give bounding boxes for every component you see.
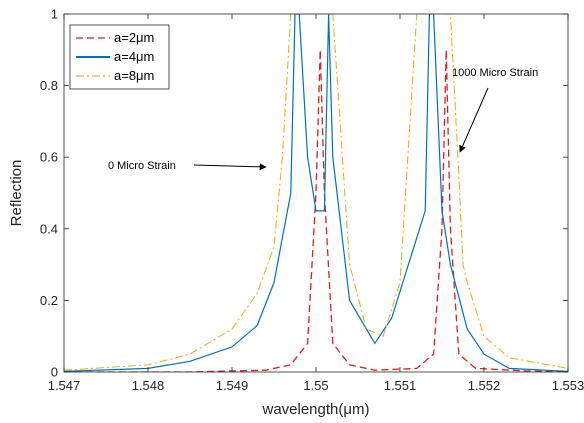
x-tick-label: 1.548 (132, 378, 165, 393)
y-tick-label: 1 (51, 7, 58, 22)
x-axis-title: wavelength(μm) (261, 401, 369, 418)
annotation-arrow (459, 87, 489, 153)
legend: a=2μm a=4μm a=8μm (69, 24, 170, 90)
series-line (64, 14, 568, 371)
y-axis-title: Reflection (8, 160, 25, 227)
x-tick-label: 1.549 (216, 378, 249, 393)
legend-label: a=4μm (114, 49, 154, 64)
y-tick-label: 0 (51, 365, 58, 380)
y-tick-label: 0.6 (40, 150, 58, 165)
annotations-layer: 0 Micro Strain 1000 Micro Strain (108, 67, 538, 172)
series-line (64, 14, 568, 372)
x-tick-label: 1.547 (48, 378, 81, 393)
legend-label: a=8μm (114, 68, 154, 83)
series-layer (64, 14, 568, 372)
x-tick-label: 1.551 (384, 378, 417, 393)
x-tick-label: 1.552 (468, 378, 501, 393)
y-tick-label: 0.4 (40, 221, 58, 236)
series-line (64, 49, 568, 372)
x-tick-label: 1.55 (303, 378, 328, 393)
legend-label: a=2μm (114, 30, 154, 45)
x-tick-label: 1.553 (552, 378, 584, 393)
annotation-label: 0 Micro Strain (108, 160, 176, 172)
axes-layer: 1.547 1.548 1.549 1.55 1.551 1.552 1.553 0 0.2 0.… (40, 7, 584, 394)
annotation-arrow (193, 163, 267, 171)
y-tick-label: 0.2 (40, 293, 58, 308)
y-tick-label: 0.8 (40, 78, 58, 93)
annotation-label: 1000 Micro Strain (452, 67, 538, 79)
